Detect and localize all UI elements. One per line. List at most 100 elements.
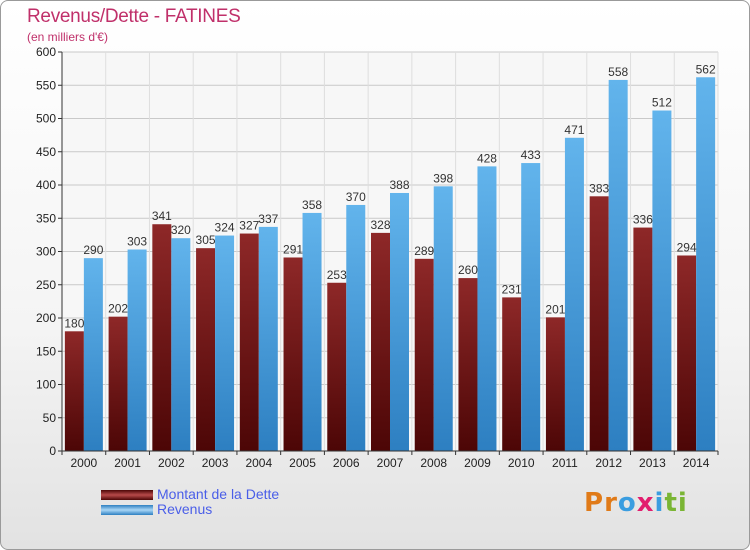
data-label-revenus: 324 bbox=[215, 221, 235, 235]
data-label-dette: 294 bbox=[677, 240, 697, 254]
data-label-dette: 180 bbox=[64, 316, 84, 330]
proxiti-logo[interactable]: Proxiti bbox=[584, 488, 688, 518]
bar-dette bbox=[589, 196, 609, 451]
y-tick-label: 0 bbox=[49, 444, 56, 458]
bar-dette bbox=[545, 317, 565, 451]
bar-dette bbox=[633, 227, 653, 451]
bar-revenus bbox=[215, 235, 235, 451]
bar-revenus bbox=[171, 238, 191, 451]
bar-revenus bbox=[127, 249, 147, 451]
logo-letter: t bbox=[664, 488, 678, 518]
data-label-revenus: 428 bbox=[477, 151, 497, 165]
x-tick-label: 2002 bbox=[158, 456, 185, 470]
x-tick-label: 2008 bbox=[420, 456, 447, 470]
x-tick-label: 2012 bbox=[595, 456, 622, 470]
bar-dette bbox=[108, 316, 128, 451]
bar-revenus bbox=[258, 226, 278, 451]
axes: 0 50 100 150 200 250 300 350 400 450 500 550 600 2000… bbox=[36, 45, 719, 470]
data-label-revenus: 562 bbox=[696, 62, 716, 76]
legend-swatch-revenus bbox=[101, 505, 153, 515]
x-tick-label: 2007 bbox=[377, 456, 404, 470]
logo-letter: r bbox=[604, 488, 618, 518]
data-label-dette: 305 bbox=[196, 233, 216, 247]
data-label-dette: 291 bbox=[283, 242, 303, 256]
data-label-revenus: 337 bbox=[258, 212, 278, 226]
x-tick-label: 2003 bbox=[202, 456, 229, 470]
x-tick-label: 2009 bbox=[464, 456, 491, 470]
x-tick-label: 2000 bbox=[71, 456, 98, 470]
y-tick-label: 450 bbox=[36, 145, 56, 159]
data-label-revenus: 512 bbox=[652, 96, 672, 110]
data-label-dette: 328 bbox=[370, 218, 390, 232]
bar-revenus bbox=[346, 204, 366, 451]
bar-revenus bbox=[696, 77, 716, 452]
y-tick-label: 100 bbox=[36, 378, 56, 392]
x-tick-label: 2014 bbox=[683, 456, 710, 470]
x-tick-label: 2005 bbox=[289, 456, 316, 470]
data-label-dette: 341 bbox=[152, 209, 172, 223]
logo-letter: i bbox=[677, 488, 688, 518]
data-label-dette: 253 bbox=[327, 268, 347, 282]
y-tick-label: 250 bbox=[36, 278, 56, 292]
y-tick-label: 200 bbox=[36, 311, 56, 325]
bar-dette bbox=[371, 232, 390, 451]
bar-dette bbox=[152, 224, 172, 451]
y-tick-label: 150 bbox=[36, 344, 56, 358]
y-tick-label: 550 bbox=[36, 78, 56, 92]
legend-label-revenus: Revenus bbox=[157, 501, 213, 517]
data-label-dette: 289 bbox=[414, 244, 434, 258]
bar-dette bbox=[283, 257, 303, 451]
x-tick-label: 2001 bbox=[114, 456, 141, 470]
logo-letter: x bbox=[636, 488, 655, 518]
data-label-revenus: 388 bbox=[389, 178, 409, 192]
data-label-revenus: 370 bbox=[346, 190, 366, 204]
bar-revenus bbox=[390, 192, 409, 452]
bar-revenus bbox=[521, 163, 541, 451]
data-label-revenus: 433 bbox=[521, 148, 541, 162]
bar-dette bbox=[414, 258, 434, 451]
bar-dette bbox=[64, 331, 84, 451]
data-label-revenus: 290 bbox=[83, 243, 103, 257]
bar-dette bbox=[327, 282, 347, 451]
y-tick-label: 350 bbox=[36, 211, 56, 225]
y-tick-label: 50 bbox=[43, 411, 57, 425]
bar-revenus bbox=[652, 110, 672, 452]
bar-revenus bbox=[302, 212, 322, 451]
bar-dette bbox=[677, 255, 697, 451]
x-tick-label: 2004 bbox=[245, 456, 272, 470]
bar-revenus bbox=[564, 137, 584, 451]
y-tick-label: 600 bbox=[36, 45, 56, 59]
data-label-dette: 327 bbox=[239, 219, 259, 233]
data-label-dette: 231 bbox=[502, 282, 522, 296]
x-tick-label: 2013 bbox=[639, 456, 666, 470]
data-label-revenus: 471 bbox=[564, 123, 584, 137]
bar-dette bbox=[239, 233, 259, 451]
bar-revenus bbox=[477, 166, 497, 451]
bar-dette bbox=[502, 297, 522, 451]
bar-dette bbox=[458, 278, 478, 451]
data-label-revenus: 358 bbox=[302, 198, 322, 212]
logo-letter: P bbox=[584, 488, 605, 518]
logo-letter: o bbox=[617, 488, 637, 518]
data-label-revenus: 558 bbox=[608, 65, 628, 79]
data-label-revenus: 320 bbox=[171, 223, 191, 237]
legend-label-debt: Montant de la Dette bbox=[157, 486, 280, 502]
bar-revenus bbox=[83, 258, 103, 451]
x-tick-label: 2010 bbox=[508, 456, 535, 470]
logo-letter: i bbox=[654, 488, 665, 518]
legend-swatch-debt bbox=[101, 490, 153, 500]
bar-dette bbox=[196, 248, 216, 451]
chart-subtitle: (en milliers d'€) bbox=[27, 30, 108, 44]
y-tick-label: 400 bbox=[36, 178, 56, 192]
y-tick-label: 500 bbox=[36, 112, 56, 126]
x-tick-label: 2006 bbox=[333, 456, 360, 470]
y-tick-label: 300 bbox=[36, 245, 56, 259]
data-label-dette: 383 bbox=[589, 181, 609, 195]
x-tick-label: 2011 bbox=[552, 456, 578, 470]
data-label-dette: 202 bbox=[108, 302, 128, 316]
data-label-dette: 336 bbox=[633, 213, 653, 227]
data-label-dette: 201 bbox=[545, 302, 565, 316]
